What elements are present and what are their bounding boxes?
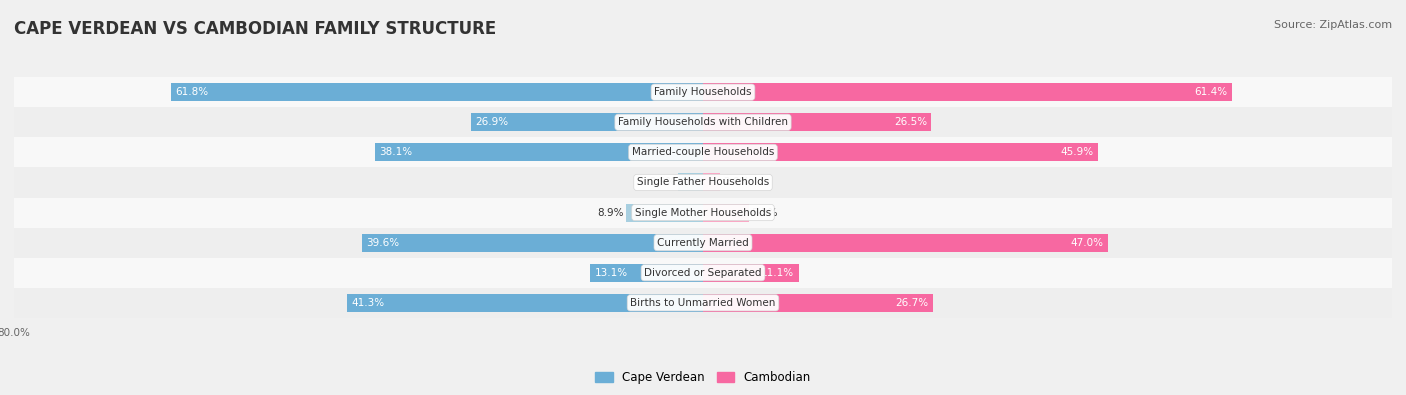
Bar [14, 107, 1392, 137]
Text: 38.1%: 38.1% [380, 147, 412, 157]
Text: 61.4%: 61.4% [1194, 87, 1227, 97]
Bar [471, 113, 703, 131]
Bar [170, 83, 703, 101]
Text: Married-couple Households: Married-couple Households [631, 147, 775, 157]
Bar [591, 264, 703, 282]
Text: CAPE VERDEAN VS CAMBODIAN FAMILY STRUCTURE: CAPE VERDEAN VS CAMBODIAN FAMILY STRUCTU… [14, 20, 496, 38]
Text: 5.3%: 5.3% [751, 207, 778, 218]
Text: 61.8%: 61.8% [176, 87, 208, 97]
Bar [703, 83, 1232, 101]
Text: 13.1%: 13.1% [595, 268, 627, 278]
Text: 26.9%: 26.9% [475, 117, 509, 127]
Bar [375, 143, 703, 162]
Text: Family Households: Family Households [654, 87, 752, 97]
Text: 47.0%: 47.0% [1070, 238, 1104, 248]
Bar [14, 167, 1392, 198]
Text: 11.1%: 11.1% [761, 268, 794, 278]
Text: 26.5%: 26.5% [894, 117, 927, 127]
Bar [14, 228, 1392, 258]
Bar [14, 288, 1392, 318]
Bar [703, 203, 748, 222]
Text: Currently Married: Currently Married [657, 238, 749, 248]
Text: 39.6%: 39.6% [367, 238, 399, 248]
Text: 41.3%: 41.3% [352, 298, 385, 308]
Text: Divorced or Separated: Divorced or Separated [644, 268, 762, 278]
Bar [703, 143, 1098, 162]
Text: Source: ZipAtlas.com: Source: ZipAtlas.com [1274, 20, 1392, 30]
Bar [678, 173, 703, 192]
Bar [626, 203, 703, 222]
Legend: Cape Verdean, Cambodian: Cape Verdean, Cambodian [591, 366, 815, 389]
Bar [703, 294, 934, 312]
Text: 2.9%: 2.9% [650, 177, 675, 188]
Text: 26.7%: 26.7% [896, 298, 928, 308]
Bar [703, 173, 720, 192]
Bar [703, 264, 799, 282]
Bar [14, 137, 1392, 167]
Bar [14, 258, 1392, 288]
Text: Family Households with Children: Family Households with Children [619, 117, 787, 127]
Text: 8.9%: 8.9% [598, 207, 624, 218]
Text: Single Father Households: Single Father Households [637, 177, 769, 188]
Bar [361, 233, 703, 252]
Bar [14, 77, 1392, 107]
Bar [14, 198, 1392, 228]
Text: 2.0%: 2.0% [723, 177, 749, 188]
Bar [703, 233, 1108, 252]
Text: 45.9%: 45.9% [1062, 147, 1094, 157]
Text: Single Mother Households: Single Mother Households [636, 207, 770, 218]
Bar [703, 113, 931, 131]
Bar [347, 294, 703, 312]
Text: Births to Unmarried Women: Births to Unmarried Women [630, 298, 776, 308]
